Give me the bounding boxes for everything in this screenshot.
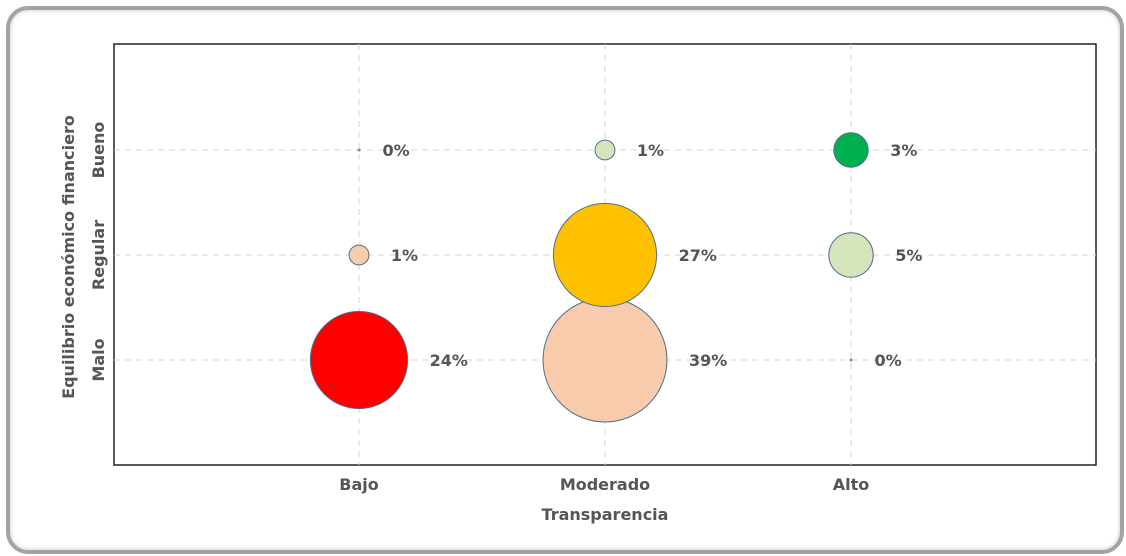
bubble-alto-bueno: [833, 132, 869, 168]
data-label-moderado-regular: 27%: [679, 246, 717, 265]
y-tick-bueno: Bueno: [89, 122, 108, 179]
bubble-alto-malo: [849, 358, 853, 362]
bubble-bajo-regular: [348, 244, 370, 266]
bubble-bajo-malo: [309, 310, 409, 410]
bubbles: [309, 132, 874, 423]
data-label-bajo-malo: 24%: [430, 351, 468, 370]
bubble-moderado-malo: [542, 297, 668, 423]
x-tick-moderado: Moderado: [560, 475, 650, 494]
bubble-alto-regular: [828, 232, 874, 278]
y-tick-labels: Malo Regular Bueno: [89, 122, 108, 382]
y-tick-malo: Malo: [89, 338, 108, 381]
data-label-moderado-malo: 39%: [689, 351, 727, 370]
data-label-bajo-regular: 1%: [391, 246, 418, 265]
x-tick-alto: Alto: [833, 475, 870, 494]
y-axis-title: Equilibrio económico financiero: [59, 115, 78, 399]
data-label-alto-regular: 5%: [895, 246, 922, 265]
data-label-alto-malo: 0%: [875, 351, 902, 370]
data-labels: 39% 27% 24% 5% 3% 1% 1% 0% 0%: [383, 141, 923, 370]
data-label-alto-bueno: 3%: [890, 141, 917, 160]
x-axis-title: Transparencia: [542, 505, 669, 524]
x-tick-bajo: Bajo: [339, 475, 378, 494]
data-label-moderado-bueno: 1%: [637, 141, 664, 160]
y-tick-regular: Regular: [89, 220, 108, 290]
bubble-moderado-bueno: [594, 139, 616, 161]
bubble-bajo-bueno: [357, 148, 361, 152]
bubble-moderado-regular: [552, 202, 658, 308]
data-label-bajo-bueno: 0%: [383, 141, 410, 160]
x-tick-labels: Bajo Moderado Alto: [339, 475, 869, 494]
